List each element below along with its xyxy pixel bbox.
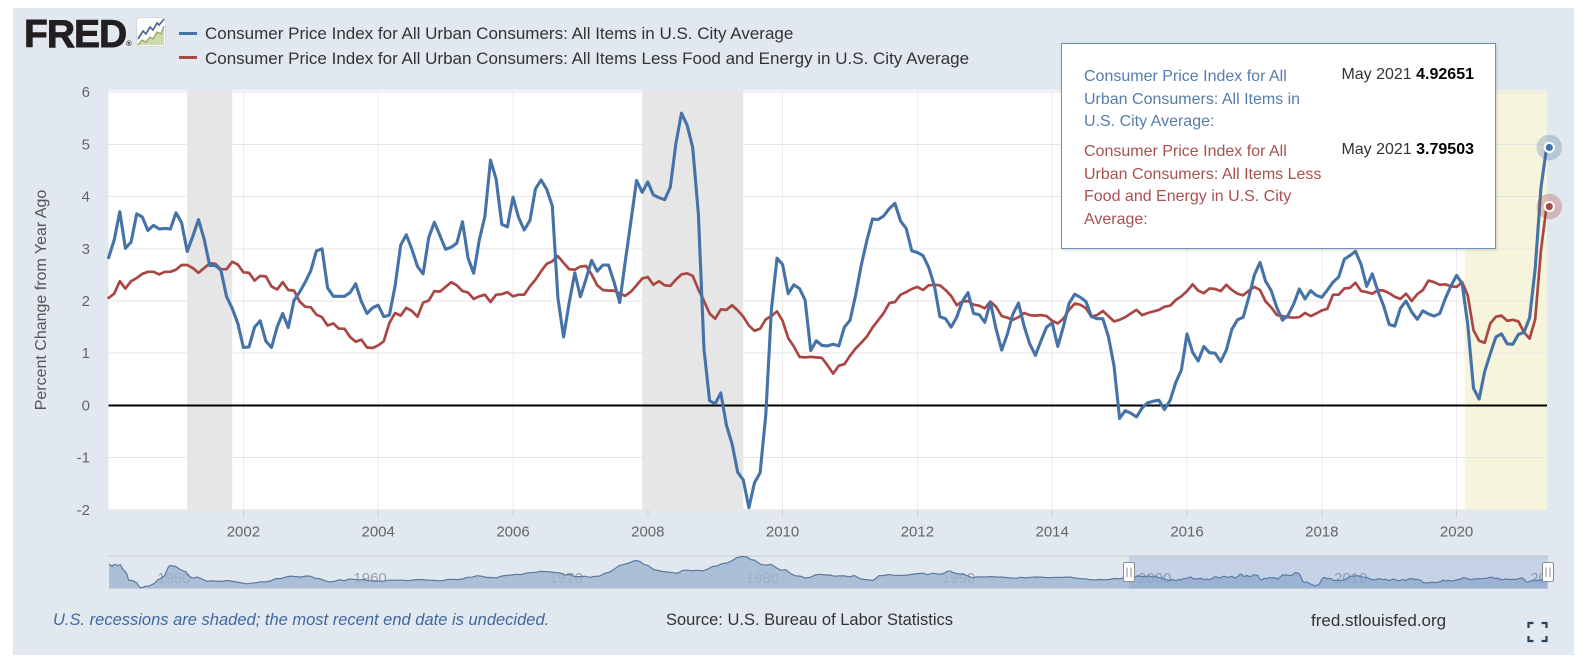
svg-text:2006: 2006 (496, 524, 529, 541)
svg-text:-1: -1 (77, 450, 90, 467)
svg-text:5: 5 (82, 136, 90, 153)
svg-text:-2: -2 (77, 502, 90, 519)
svg-text:6: 6 (82, 84, 90, 101)
svg-text:2004: 2004 (362, 524, 395, 541)
svg-text:2008: 2008 (631, 524, 664, 541)
svg-text:3: 3 (82, 241, 90, 258)
svg-text:4: 4 (82, 189, 90, 206)
svg-text:2012: 2012 (901, 524, 934, 541)
svg-text:2002: 2002 (227, 524, 260, 541)
svg-text:Percent Change from Year Ago: Percent Change from Year Ago (33, 190, 50, 411)
svg-text:2018: 2018 (1305, 524, 1338, 541)
svg-text:2020: 2020 (1440, 524, 1473, 541)
svg-text:2014: 2014 (1036, 524, 1069, 541)
svg-text:2: 2 (82, 293, 90, 310)
svg-text:2010: 2010 (766, 524, 799, 541)
svg-text:2016: 2016 (1170, 524, 1203, 541)
svg-text:1: 1 (82, 345, 90, 362)
svg-text:0: 0 (82, 397, 90, 414)
